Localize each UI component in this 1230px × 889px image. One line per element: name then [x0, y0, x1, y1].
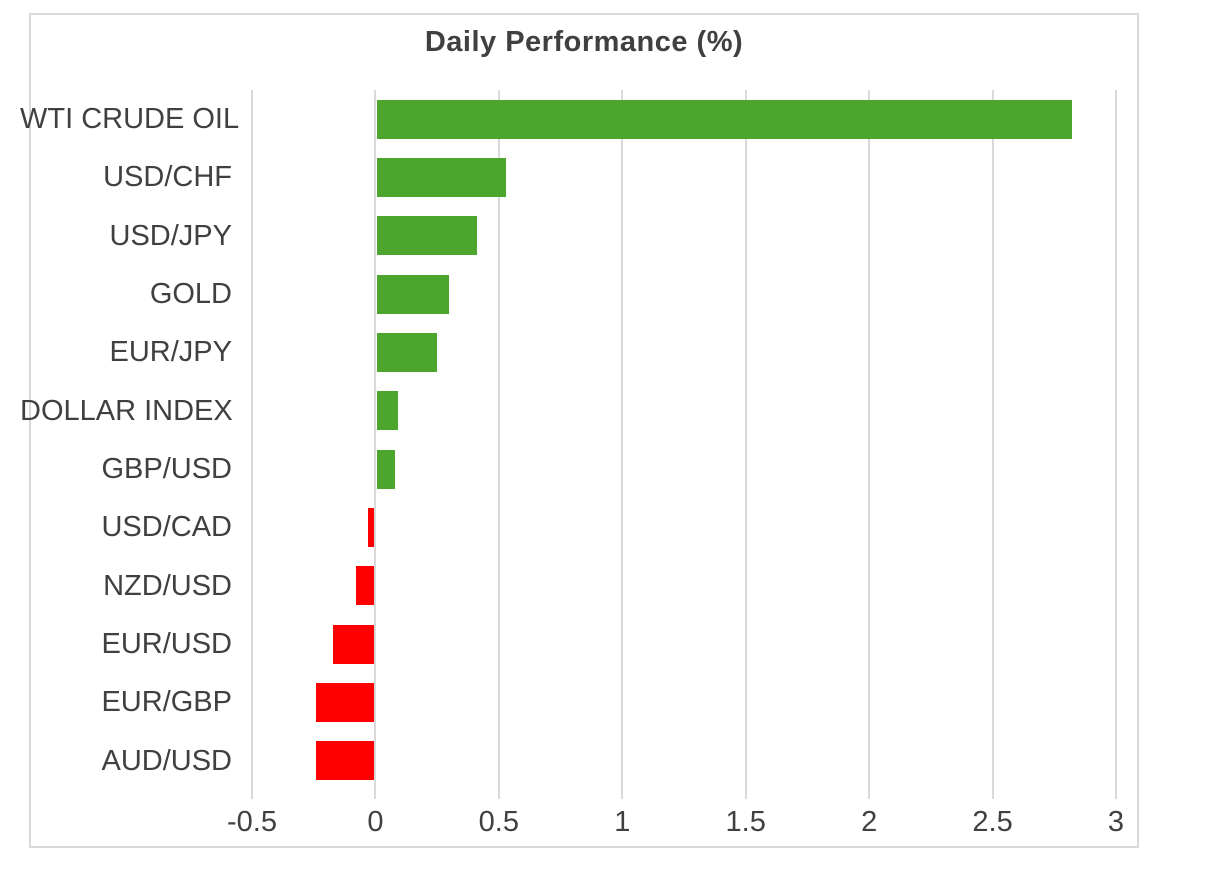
tick-mark — [744, 790, 747, 799]
category-label: GOLD — [149, 278, 232, 310]
category-label: DOLLAR INDEX — [20, 394, 233, 427]
bar-aud-usd — [316, 741, 374, 781]
x-tick-label: 2 — [861, 806, 878, 838]
gridline — [991, 90, 994, 790]
category-label: EUR/GBP — [101, 686, 232, 719]
category-label: USD/CHF — [103, 161, 232, 194]
bar-usd-cad — [368, 508, 374, 547]
category-label: NZD/USD — [103, 569, 232, 602]
chart-title: Daily Performance (%) — [424, 26, 744, 58]
tick-mark — [497, 790, 500, 799]
bar-dollar-index — [376, 391, 398, 431]
x-tick-label: 1 — [614, 806, 631, 838]
gridline — [251, 90, 253, 790]
x-tick-label: 1.5 — [725, 806, 766, 838]
bar-wti-crude-oil — [376, 99, 1072, 139]
gridline — [744, 90, 747, 790]
bar-usd-jpy — [376, 216, 477, 256]
bar-usd-chf — [376, 158, 507, 197]
x-tick-label: 0.5 — [478, 806, 519, 838]
x-tick-label: 2.5 — [972, 806, 1013, 838]
tick-mark — [621, 790, 624, 799]
x-tick-label: -0.5 — [227, 806, 277, 838]
category-label: EUR/JPY — [109, 336, 232, 369]
category-label: EUR/USD — [101, 628, 232, 660]
bar-gbp-usd — [376, 449, 396, 489]
tick-mark — [991, 790, 994, 799]
gridline — [621, 90, 624, 790]
category-label: USD/JPY — [109, 219, 232, 252]
tick-mark — [868, 790, 871, 799]
bar-nzd-usd — [355, 566, 374, 606]
gridline — [1115, 90, 1117, 790]
tick-mark — [374, 790, 377, 799]
category-label: USD/CAD — [101, 511, 232, 544]
x-tick-label: 3 — [1107, 806, 1125, 838]
gridline — [497, 90, 500, 790]
tick-mark — [1115, 790, 1117, 799]
bar-eur-usd — [333, 624, 374, 664]
x-tick-label: 0 — [367, 806, 384, 838]
bar-eur-jpy — [376, 333, 438, 372]
plot-area — [251, 90, 1117, 799]
category-label: AUD/USD — [101, 744, 232, 777]
chart-border — [29, 13, 1139, 848]
category-label: WTI CRUDE OIL — [20, 103, 240, 135]
bar-eur-gbp — [316, 683, 374, 722]
gridline — [374, 90, 377, 790]
category-label: GBP/USD — [101, 453, 232, 485]
bar-gold — [376, 274, 450, 314]
gridline — [868, 90, 871, 790]
tick-mark — [251, 790, 253, 799]
